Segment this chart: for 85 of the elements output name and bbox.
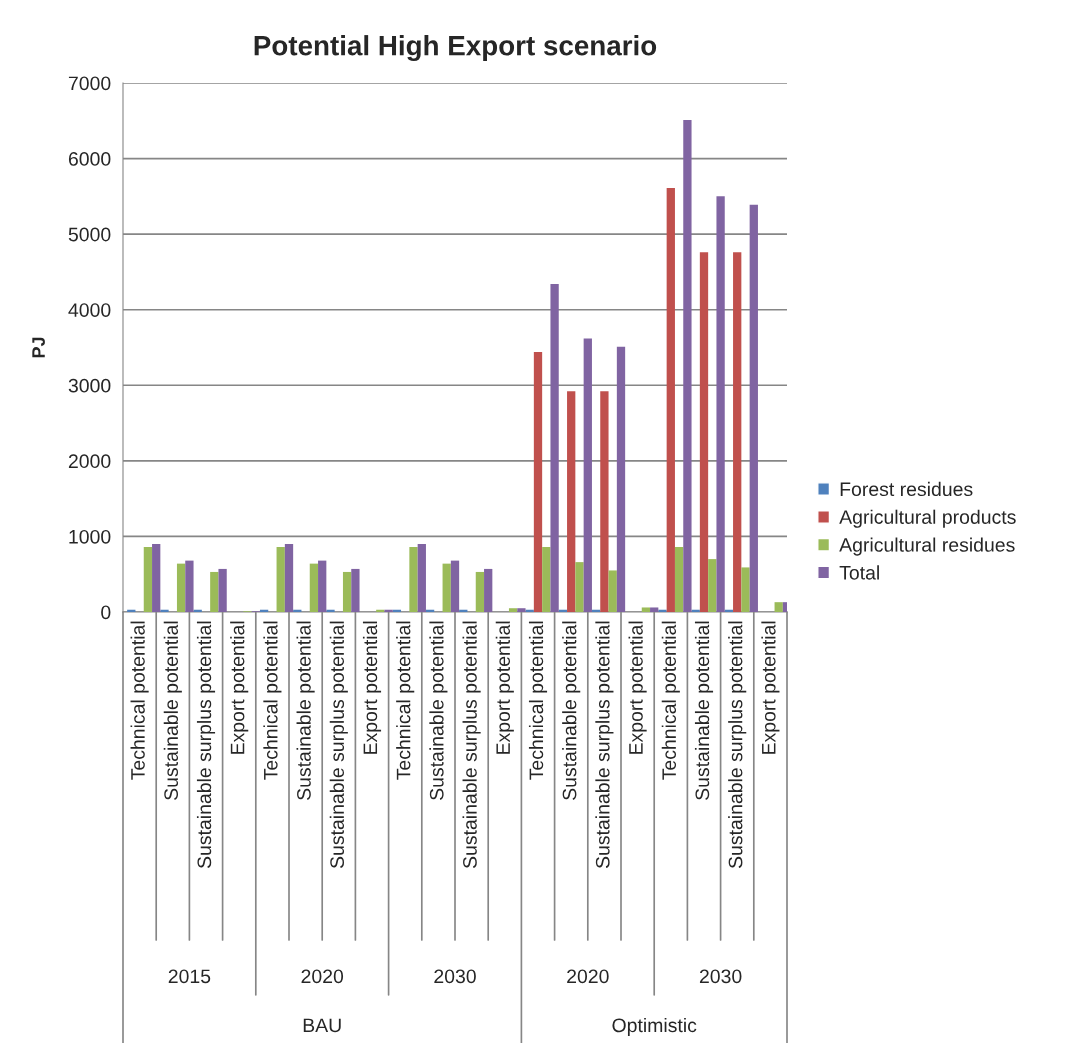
bar	[550, 284, 559, 612]
y-tick-label: 6000	[68, 152, 111, 166]
bar	[666, 188, 675, 612]
x-tick-label: Export potential	[230, 621, 249, 754]
bar	[749, 204, 758, 612]
bar	[176, 563, 186, 612]
bar	[409, 547, 418, 612]
x-tick-label: Sustainable potential	[296, 621, 315, 800]
x-tick-label: Export potential	[628, 621, 647, 754]
bar	[143, 547, 153, 612]
bar	[185, 560, 194, 612]
x-tick-label: Export potential	[495, 621, 514, 754]
bar	[674, 547, 684, 612]
y-axis-title: PJ	[32, 337, 45, 358]
bar	[475, 571, 485, 612]
bar	[716, 196, 725, 612]
bar	[683, 120, 692, 612]
text: 2020	[567, 969, 609, 984]
bar	[284, 543, 294, 612]
x-tick-label: Sustainable surplus potential	[196, 621, 216, 869]
x-tick-label: Export potential	[362, 621, 382, 754]
bar	[210, 571, 219, 612]
bar	[442, 563, 451, 612]
text: BAU	[303, 1018, 341, 1033]
x-tick-label: Sustainable potential	[429, 621, 448, 800]
text: 2020	[301, 969, 344, 984]
bar	[741, 567, 750, 612]
bar	[567, 391, 576, 612]
y-tick-label: 2000	[68, 454, 111, 469]
x-tick-label: Sustainable surplus potential	[595, 621, 614, 869]
bar	[708, 559, 717, 612]
bar	[318, 560, 327, 612]
y-tick-label: 1000	[69, 529, 111, 544]
text: Optimistic	[612, 1017, 697, 1037]
bar	[384, 609, 393, 612]
x-tick-label: Sustainable potential	[562, 621, 581, 800]
bar	[650, 607, 659, 612]
bar	[733, 252, 742, 612]
x-tick-label: Export potential	[761, 621, 780, 754]
x-tick-label: Sustainable surplus potential	[462, 621, 481, 869]
bar	[342, 571, 352, 612]
x-tick-label: Sustainable surplus potential	[329, 621, 348, 869]
bar	[218, 568, 227, 612]
text: 2030	[434, 969, 476, 984]
bar	[658, 609, 667, 612]
bar	[276, 547, 285, 612]
bar	[641, 607, 651, 612]
x-tick-label: Technical potential	[661, 621, 680, 780]
y-tick-label: 4000	[68, 303, 111, 317]
legend-label: Agricultural products	[839, 509, 1016, 528]
legend-label: Total	[839, 565, 879, 580]
bar	[484, 568, 493, 612]
bar	[508, 608, 518, 612]
text: 2030	[699, 969, 742, 984]
x-tick-label: Sustainable potential	[694, 621, 714, 800]
chart-title: Potential High Export scenario	[254, 35, 657, 62]
bar	[450, 560, 460, 612]
bar	[326, 609, 335, 612]
x-tick-label: Technical potential	[130, 621, 149, 780]
y-tick-label: 0	[101, 605, 111, 620]
legend-label: Agricultural residues	[839, 537, 1015, 556]
x-tick-label: Technical potential	[263, 621, 282, 780]
bar	[600, 391, 609, 612]
y-tick-label: 3000	[68, 378, 111, 393]
bar	[351, 568, 360, 612]
bar	[575, 562, 584, 612]
bar	[152, 543, 161, 612]
bar	[533, 352, 543, 612]
x-tick-label: Sustainable surplus potential	[728, 621, 747, 869]
bar	[517, 608, 526, 612]
bar	[616, 346, 626, 612]
bar	[542, 547, 551, 612]
y-tick-label: 5000	[68, 227, 111, 242]
bar	[699, 252, 709, 612]
x-tick-label: Technical potential	[396, 621, 415, 780]
legend-label: Forest residues	[840, 481, 973, 497]
text: 2015	[168, 969, 211, 984]
bar	[583, 338, 592, 612]
bar	[309, 563, 319, 612]
x-tick-label: Sustainable potential	[163, 621, 182, 800]
y-tick-label: 7000	[68, 76, 111, 91]
x-tick-label: Technical potential	[528, 621, 548, 780]
bar	[160, 609, 169, 612]
bar	[608, 570, 617, 612]
bar	[417, 543, 426, 612]
